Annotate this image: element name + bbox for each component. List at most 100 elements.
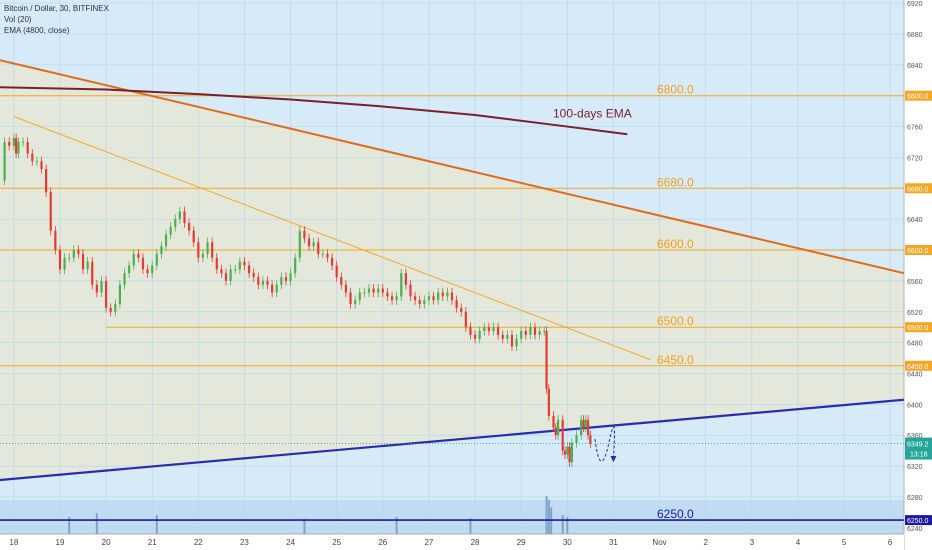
y-tick-label: 6640: [907, 217, 923, 224]
y-tick-label: 6320: [907, 464, 923, 471]
level-label: 6680.0: [657, 175, 694, 189]
volume-bar: [547, 499, 550, 534]
price-tag: [905, 360, 932, 371]
price-tag-label: 6450.0: [907, 364, 929, 371]
volume-panel: [0, 500, 904, 534]
x-tick-label: 31: [609, 538, 618, 547]
volume-bar: [395, 516, 398, 534]
chart-legend: Bitcoin / Dollar, 30, BITFINEX Vol (20) …: [4, 3, 109, 36]
candle-body: [169, 226, 172, 235]
candle-body: [118, 284, 122, 305]
candle-body: [275, 284, 278, 293]
y-tick-label: 6560: [907, 279, 923, 286]
symbol-label[interactable]: Bitcoin / Dollar, 30, BITFINEX: [4, 4, 109, 13]
candle-body: [155, 253, 158, 266]
candle-body: [563, 450, 567, 455]
x-tick-label: 6: [888, 538, 893, 547]
candle-body: [377, 288, 380, 293]
candle-body: [104, 280, 108, 308]
candle-body: [238, 261, 241, 270]
price-tag: [905, 183, 932, 194]
candle-body: [100, 280, 103, 293]
trendline-descending-resistance[interactable]: [0, 59, 905, 275]
candle-body: [63, 257, 66, 270]
candle-body: [409, 284, 412, 297]
trendline-ascending-support[interactable]: [0, 398, 905, 482]
volume-indicator-label[interactable]: Vol (20): [4, 15, 32, 24]
candle-body: [141, 257, 145, 270]
candle-body: [252, 273, 255, 278]
ema-indicator-label[interactable]: EMA (4800, close): [4, 26, 70, 35]
candle-body: [372, 288, 375, 293]
trendline-descending-inner[interactable]: [13, 116, 651, 361]
candle-body: [432, 296, 435, 301]
y-tick-label: 6360: [907, 433, 923, 440]
candle-body: [280, 277, 283, 285]
candle-body: [49, 192, 52, 231]
x-tick-label: 19: [56, 538, 65, 547]
candle-body: [478, 331, 481, 339]
candle-body: [54, 230, 57, 251]
candle-body: [234, 269, 237, 271]
price-tag-label: 6800.0: [907, 94, 929, 101]
candle-body: [510, 334, 514, 347]
candle-body: [183, 211, 186, 224]
candle-body: [224, 273, 228, 281]
volume-bar: [566, 516, 569, 534]
volume-bar: [68, 516, 71, 534]
volume-bar: [469, 518, 472, 534]
x-tick-label: 24: [286, 538, 295, 547]
price-tag-label: 6600.0: [907, 248, 929, 255]
candle-body: [367, 288, 371, 293]
price-tag: [905, 515, 932, 526]
price-tag: [905, 90, 932, 101]
candle-body: [261, 280, 264, 285]
candle-body: [266, 280, 269, 285]
x-tick-label: 30: [563, 538, 572, 547]
x-tick-label: 28: [471, 538, 480, 547]
candle-body: [40, 161, 43, 169]
current-price-tag: [905, 437, 932, 460]
volume-bar: [561, 515, 564, 534]
price-tag-label: 6250.0: [907, 518, 929, 525]
candle-body: [330, 257, 334, 266]
candle-body: [533, 327, 537, 335]
candle-body: [404, 273, 407, 285]
candle-body: [35, 161, 38, 163]
candle-body: [349, 292, 352, 305]
candle-body: [506, 334, 509, 339]
candle-body: [271, 284, 274, 293]
candle-body: [483, 327, 486, 332]
candle-body: [289, 273, 292, 281]
candle-body: [21, 141, 25, 143]
candle-body: [460, 307, 463, 312]
volume-bar: [155, 515, 158, 534]
x-tick-label: 5: [842, 538, 847, 547]
candle-body: [229, 269, 232, 281]
candle-body: [174, 219, 177, 227]
candle-body: [552, 415, 555, 428]
time-axis[interactable]: [0, 534, 904, 550]
candle-body: [294, 257, 297, 274]
y-tick-label: 6720: [907, 155, 923, 162]
price-tag-label: 6500.0: [907, 325, 929, 332]
y-tick-label: 6440: [907, 371, 923, 378]
level-label: 6800.0: [657, 83, 694, 97]
candle-body: [178, 211, 181, 220]
candle-body: [257, 277, 260, 285]
volume-bar: [545, 496, 548, 534]
ema-line[interactable]: [0, 86, 628, 136]
price-tag-label: 6680.0: [907, 186, 929, 193]
candle-body: [3, 141, 6, 181]
candle-body: [91, 261, 94, 285]
candle-body: [515, 338, 518, 347]
candle-body: [566, 446, 569, 455]
candle-body: [400, 273, 403, 297]
candle-body: [344, 284, 348, 293]
x-tick-label: 23: [240, 538, 249, 547]
candle-body: [524, 331, 527, 335]
x-tick-label: 20: [102, 538, 111, 547]
candle-body: [58, 250, 62, 270]
